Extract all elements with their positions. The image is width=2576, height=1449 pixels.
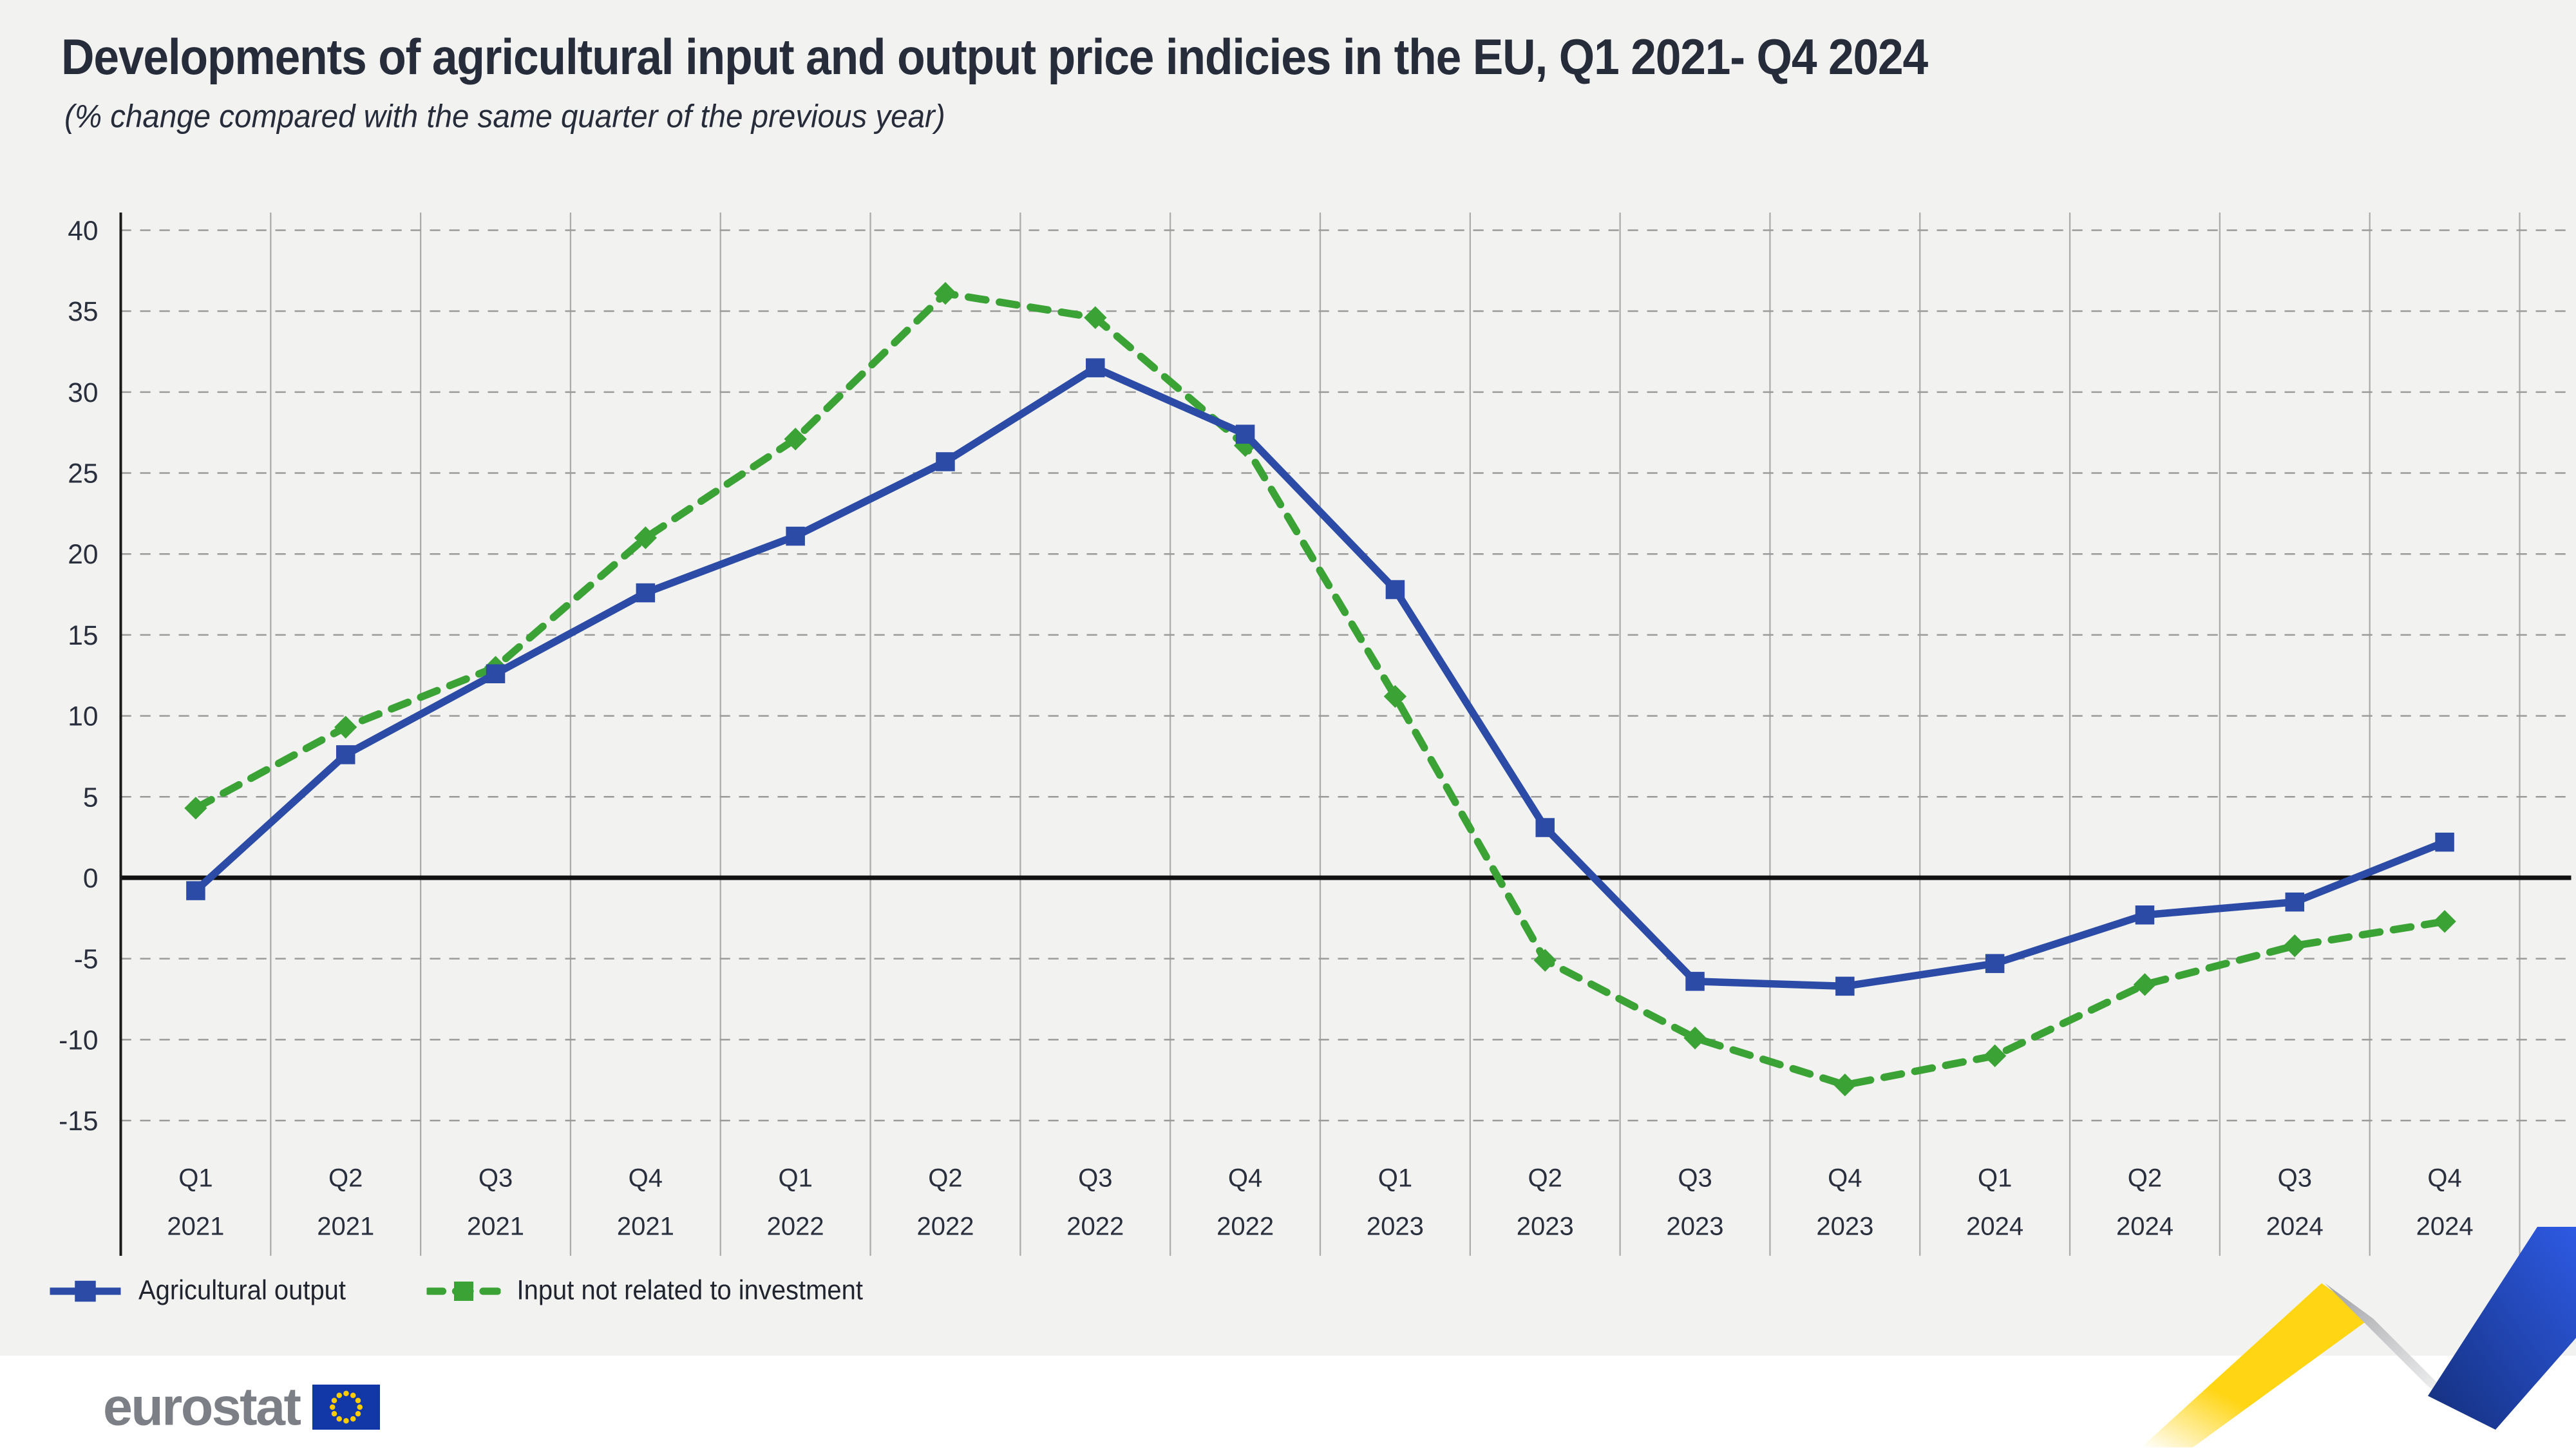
x-tick-label-year: 2021 [617, 1213, 674, 1241]
legend-swatch-dashed-square-icon [426, 1282, 501, 1301]
legend-swatch-solid-square-icon [50, 1280, 121, 1302]
x-tick-label-quarter: Q2 [928, 1164, 962, 1193]
x-tick-label-year: 2022 [767, 1213, 824, 1241]
x-tick-label-quarter: Q4 [629, 1164, 663, 1193]
chart-header: Developments of agricultural input and o… [61, 29, 2090, 137]
eu-flag-icon [312, 1383, 381, 1429]
chart-legend: Agricultural output Input not related to… [48, 1275, 885, 1307]
marker-diamond-input-not-related-to-investment [1983, 1044, 2007, 1068]
y-tick-label: 15 [68, 621, 98, 651]
x-tick-label-year: 2024 [2116, 1213, 2174, 1241]
marker-diamond-input-not-related-to-investment [334, 715, 357, 739]
marker-square-agricultural-output [786, 526, 805, 546]
x-tick-label-year: 2023 [1816, 1213, 1873, 1241]
x-tick-label-quarter: Q2 [328, 1164, 363, 1193]
legend-label: Agricultural output [138, 1275, 346, 1306]
marker-diamond-input-not-related-to-investment [634, 526, 658, 549]
legend-item-agricultural-output: Agricultural output [48, 1275, 359, 1307]
y-tick-label: -15 [59, 1106, 98, 1137]
x-tick-label-year: 2024 [2416, 1213, 2474, 1241]
ribbon-yellow-band [2141, 1283, 2370, 1448]
marker-square-agricultural-output [186, 881, 205, 900]
x-tick-label-year: 2022 [916, 1213, 974, 1241]
x-tick-label-year: 2022 [1217, 1213, 1274, 1241]
x-tick-label-year: 2024 [1966, 1213, 2023, 1241]
marker-diamond-input-not-related-to-investment [2433, 910, 2456, 933]
x-tick-label-quarter: Q3 [1078, 1164, 1112, 1193]
x-tick-label-year: 2021 [317, 1213, 374, 1241]
y-tick-label: 20 [68, 540, 98, 570]
x-tick-label-year: 2021 [167, 1213, 224, 1241]
y-tick-label: 40 [68, 216, 98, 247]
x-tick-label-quarter: Q3 [1678, 1164, 1712, 1193]
legend-label: Input not related to investment [516, 1275, 864, 1306]
y-tick-label: 0 [83, 864, 99, 894]
marker-diamond-input-not-related-to-investment [2283, 934, 2306, 958]
x-tick-label-year: 2024 [2266, 1213, 2324, 1241]
eurostat-wordmark: eurostat [103, 1376, 301, 1436]
x-tick-label-quarter: Q1 [178, 1164, 213, 1193]
ribbon-blue-band [2428, 1227, 2576, 1430]
x-tick-label-quarter: Q1 [778, 1164, 812, 1193]
y-tick-label: 5 [83, 782, 99, 813]
footer-band [0, 1356, 2576, 1449]
x-tick-label-quarter: Q3 [478, 1164, 513, 1193]
y-tick-label: 25 [68, 459, 98, 489]
x-tick-label-quarter: Q1 [1378, 1164, 1412, 1193]
marker-square-agricultural-output [1835, 976, 1855, 996]
x-tick-label-quarter: Q3 [2278, 1164, 2312, 1193]
marker-square-agricultural-output [936, 452, 955, 471]
marker-square-agricultural-output [1685, 972, 1705, 991]
line-chart: 40 35 30 25 20 15 10 5 0 -5 -10 -15 Q1 2021 Q2 2021 Q3 20… [59, 213, 2571, 1256]
y-tick-label: 10 [68, 702, 98, 732]
y-tick-label: 30 [68, 378, 98, 408]
series-line-agricultural-output [193, 363, 2447, 990]
eurostat-logo: eurostat [103, 1376, 381, 1436]
x-tick-label-quarter: Q2 [1528, 1164, 1562, 1193]
x-tick-label-year: 2022 [1066, 1213, 1124, 1241]
x-tick-label-year: 2023 [1667, 1213, 1724, 1241]
page-title: Developments of agricultural input and o… [61, 29, 1928, 86]
x-tick-label-quarter: Q2 [2128, 1164, 2162, 1193]
marker-square-agricultural-output [2435, 832, 2454, 852]
marker-diamond-input-not-related-to-investment [1683, 1027, 1707, 1050]
x-tick-label-quarter: Q4 [1228, 1164, 1262, 1193]
x-tick-label-year: 2023 [1517, 1213, 1574, 1241]
x-tick-label-year: 2021 [467, 1213, 524, 1241]
marker-square-agricultural-output [1235, 424, 1255, 444]
x-tick-label-quarter: Q4 [1828, 1164, 1862, 1193]
y-tick-label: -5 [74, 945, 99, 975]
marker-square-agricultural-output [1086, 358, 1105, 377]
y-tick-label: 35 [68, 297, 98, 327]
marker-square-agricultural-output [636, 583, 656, 603]
marker-diamond-input-not-related-to-investment [2133, 973, 2157, 996]
x-tick-label-year: 2023 [1367, 1213, 1424, 1241]
marker-square-agricultural-output [1385, 580, 1405, 600]
x-tick-label-quarter: Q4 [2427, 1164, 2461, 1193]
marker-square-agricultural-output [1535, 818, 1555, 837]
y-tick-label: -10 [59, 1025, 98, 1056]
marker-diamond-input-not-related-to-investment [1833, 1074, 1857, 1097]
series-line-input-not-related-to-investment [192, 289, 2448, 1089]
marker-square-agricultural-output [336, 745, 355, 764]
x-tick-label-quarter: Q1 [1978, 1164, 2012, 1193]
legend-item-input-not-related-to-investment: Input not related to investment [426, 1275, 886, 1307]
marker-square-agricultural-output [2285, 892, 2305, 912]
marker-square-agricultural-output [486, 664, 506, 683]
page-subtitle: (% change compared with the same quarter… [64, 100, 945, 135]
marker-square-agricultural-output [1985, 954, 2005, 973]
marker-square-agricultural-output [2135, 905, 2155, 925]
eurostat-ribbon-decoration [2141, 1227, 2576, 1448]
